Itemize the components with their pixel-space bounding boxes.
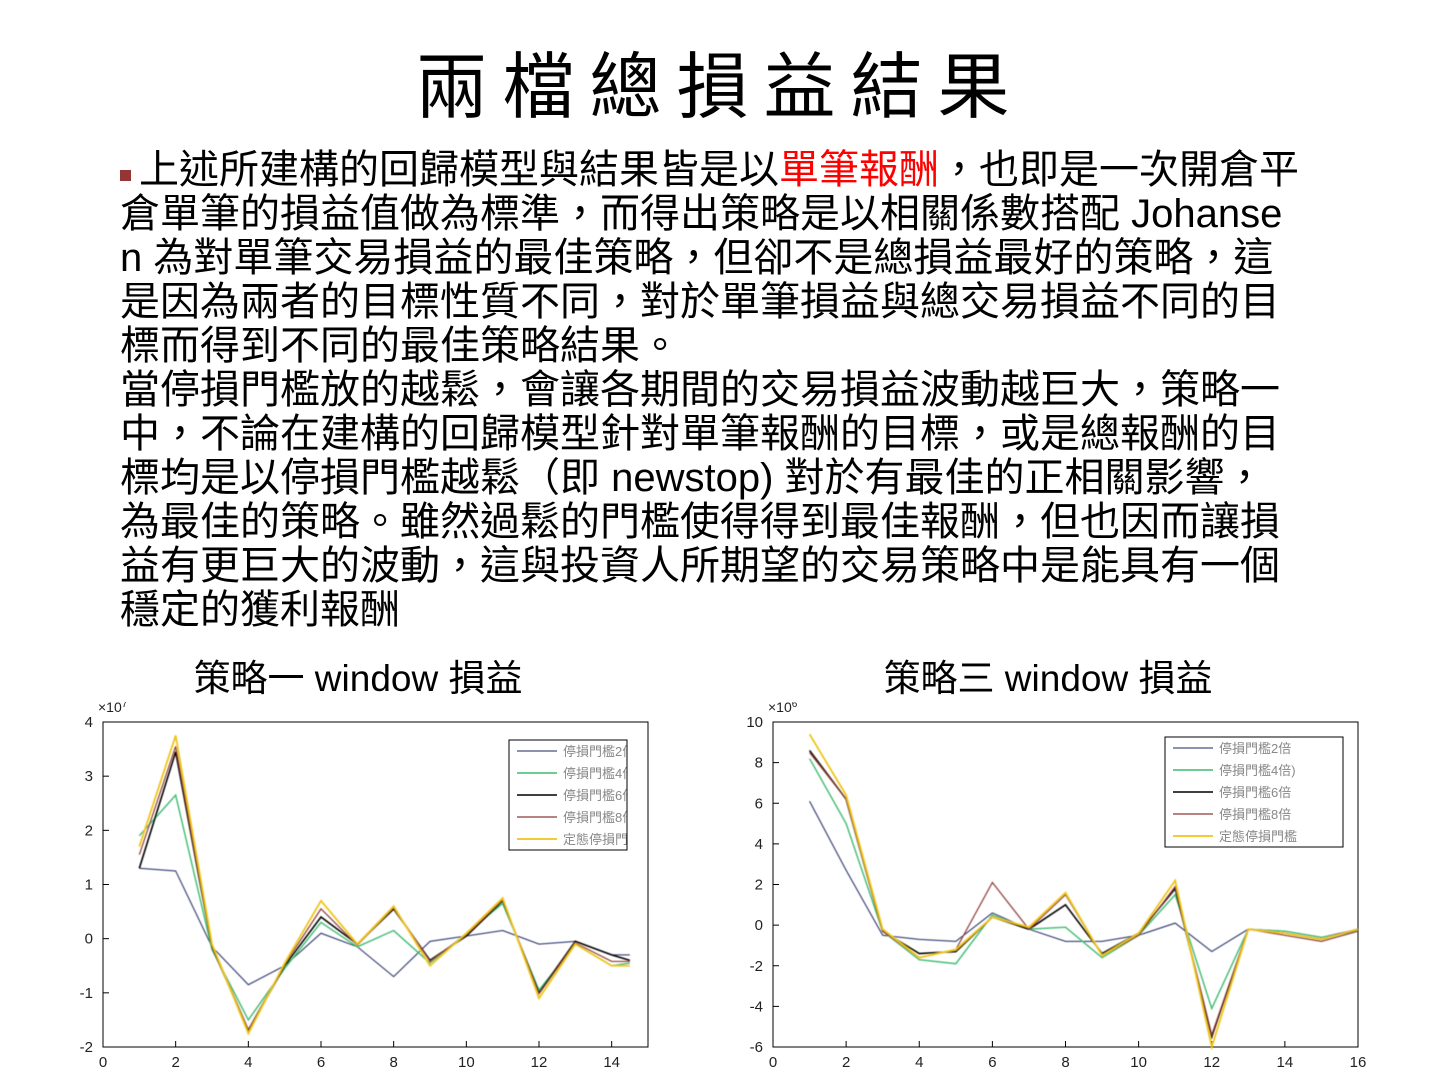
svg-text:8: 8 xyxy=(755,755,763,772)
svg-text:4: 4 xyxy=(755,836,763,853)
svg-text:2: 2 xyxy=(755,877,763,894)
svg-text:14: 14 xyxy=(1277,1054,1294,1071)
svg-text:4: 4 xyxy=(915,1054,923,1071)
svg-text:0: 0 xyxy=(755,917,763,934)
svg-text:6: 6 xyxy=(317,1054,325,1071)
svg-text:×106: ×106 xyxy=(768,702,798,715)
svg-text:0: 0 xyxy=(85,931,93,948)
svg-text:定態停損門檻: 定態停損門檻 xyxy=(1219,829,1297,844)
svg-text:停損門檻2倍: 停損門檻2倍 xyxy=(563,744,635,759)
svg-text:0: 0 xyxy=(99,1054,107,1071)
svg-text:-2: -2 xyxy=(750,958,763,975)
svg-text:×107: ×107 xyxy=(98,702,128,715)
svg-text:0: 0 xyxy=(769,1054,777,1071)
svg-text:停損門檻6倍: 停損門檻6倍 xyxy=(563,788,635,803)
svg-text:定態停損門檻: 定態停損門檻 xyxy=(563,832,641,847)
svg-text:2: 2 xyxy=(842,1054,850,1071)
svg-text:停損門檻8倍: 停損門檻8倍 xyxy=(1219,807,1291,822)
svg-text:4: 4 xyxy=(85,714,93,731)
svg-text:停損門檻6倍: 停損門檻6倍 xyxy=(1219,785,1291,800)
svg-text:2: 2 xyxy=(85,822,93,839)
svg-text:12: 12 xyxy=(531,1054,548,1071)
svg-text:-1: -1 xyxy=(80,985,93,1002)
svg-text:停損門檻4倍: 停損門檻4倍 xyxy=(563,766,635,781)
svg-text:6: 6 xyxy=(755,795,763,812)
svg-text:16: 16 xyxy=(1350,1054,1367,1071)
svg-text:8: 8 xyxy=(1061,1054,1069,1071)
svg-text:12: 12 xyxy=(1203,1054,1220,1071)
svg-text:3: 3 xyxy=(85,768,93,785)
svg-text:-4: -4 xyxy=(750,998,763,1015)
svg-text:1: 1 xyxy=(85,877,93,894)
svg-text:10: 10 xyxy=(1130,1054,1147,1071)
svg-text:8: 8 xyxy=(389,1054,397,1071)
svg-text:4: 4 xyxy=(244,1054,252,1071)
svg-text:-2: -2 xyxy=(80,1039,93,1056)
svg-text:14: 14 xyxy=(603,1054,620,1071)
svg-text:-6: -6 xyxy=(750,1039,763,1056)
svg-text:停損門檻4倍): 停損門檻4倍) xyxy=(1219,763,1296,778)
svg-text:2: 2 xyxy=(171,1054,179,1071)
svg-text:停損門檻8倍: 停損門檻8倍 xyxy=(563,810,635,825)
svg-text:10: 10 xyxy=(746,714,763,731)
svg-text:6: 6 xyxy=(988,1054,996,1071)
svg-text:10: 10 xyxy=(458,1054,475,1071)
svg-text:停損門檻2倍: 停損門檻2倍 xyxy=(1219,741,1291,756)
